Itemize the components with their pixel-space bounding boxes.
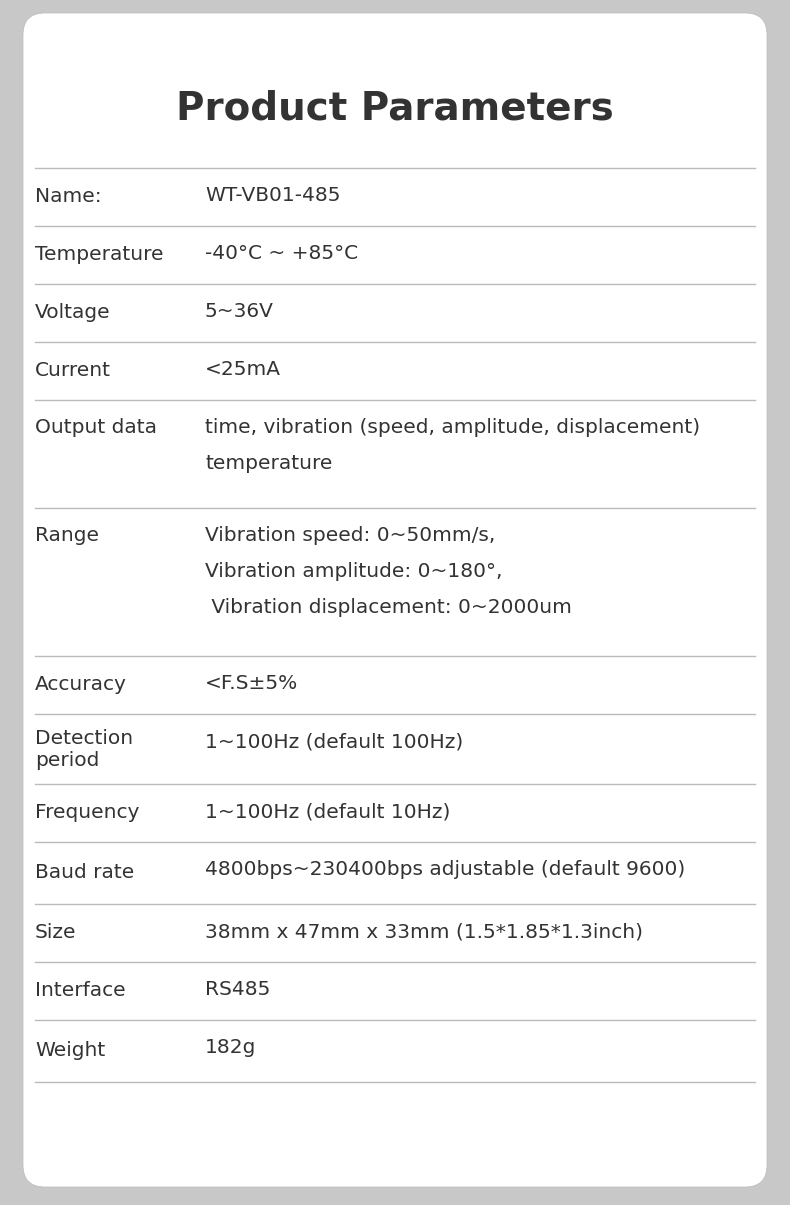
Text: Range: Range <box>35 527 99 545</box>
Text: -40°C ~ +85°C: -40°C ~ +85°C <box>205 243 358 263</box>
FancyBboxPatch shape <box>23 13 767 1187</box>
Text: Vibration speed: 0~50mm/s,: Vibration speed: 0~50mm/s, <box>205 527 495 545</box>
Text: time, vibration (speed, amplitude, displacement): time, vibration (speed, amplitude, displ… <box>205 418 700 437</box>
Text: Baud rate: Baud rate <box>35 864 134 882</box>
Text: Output data: Output data <box>35 418 157 437</box>
Text: <25mA: <25mA <box>205 360 281 380</box>
Text: Product Parameters: Product Parameters <box>176 89 614 127</box>
Text: Interface: Interface <box>35 982 126 1000</box>
Text: Name:: Name: <box>35 188 102 206</box>
Text: RS485: RS485 <box>205 980 270 999</box>
Text: 5~36V: 5~36V <box>205 302 274 321</box>
Text: 1~100Hz (default 10Hz): 1~100Hz (default 10Hz) <box>205 803 450 821</box>
Text: Detection
period: Detection period <box>35 729 134 770</box>
Text: Current: Current <box>35 362 111 381</box>
Text: Frequency: Frequency <box>35 804 139 823</box>
Text: Temperature: Temperature <box>35 246 164 265</box>
Text: Accuracy: Accuracy <box>35 676 127 694</box>
Text: Size: Size <box>35 923 77 942</box>
Text: 1~100Hz (default 100Hz): 1~100Hz (default 100Hz) <box>205 731 463 751</box>
Text: WT-VB01-485: WT-VB01-485 <box>205 186 340 205</box>
Text: temperature: temperature <box>205 454 333 474</box>
Text: Vibration displacement: 0~2000um: Vibration displacement: 0~2000um <box>205 598 572 617</box>
Text: 4800bps~230400bps adjustable (default 9600): 4800bps~230400bps adjustable (default 96… <box>205 860 685 878</box>
Text: 182g: 182g <box>205 1038 257 1057</box>
Text: Vibration amplitude: 0~180°,: Vibration amplitude: 0~180°, <box>205 562 502 581</box>
Text: Voltage: Voltage <box>35 304 111 323</box>
Text: 38mm x 47mm x 33mm (1.5*1.85*1.3inch): 38mm x 47mm x 33mm (1.5*1.85*1.3inch) <box>205 922 643 941</box>
Text: Weight: Weight <box>35 1041 105 1060</box>
Text: <F.S±5%: <F.S±5% <box>205 674 299 693</box>
